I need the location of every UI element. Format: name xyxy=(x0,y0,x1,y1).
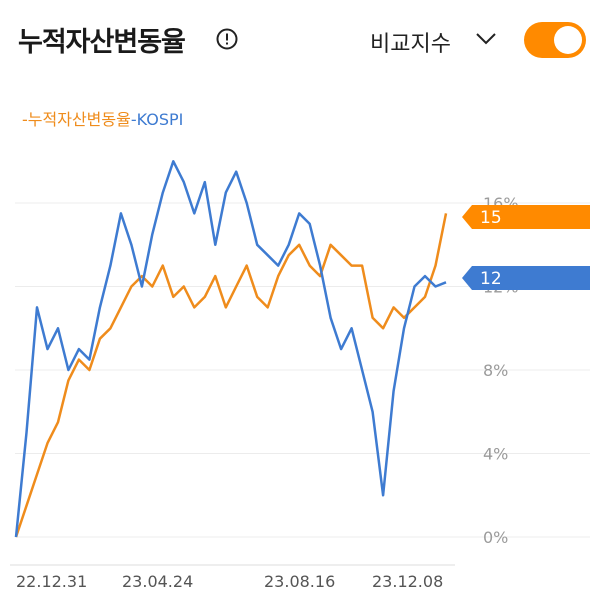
legend-kospi: -KOSPI xyxy=(130,110,184,129)
y-tick-label: 8% xyxy=(483,361,508,380)
legend-asset-label: 누적자산변동율 xyxy=(27,110,131,129)
compare-toggle[interactable] xyxy=(524,22,586,58)
asset-end-label: 15 xyxy=(480,208,502,228)
x-tick-label: 23.08.16 xyxy=(264,572,335,591)
x-tick-label: 22.12.31 xyxy=(16,572,87,591)
chart-header: 누적자산변동율 비교지수 xyxy=(0,0,604,80)
x-tick-label: 23.04.24 xyxy=(122,572,193,591)
kospi-end-label: 12 xyxy=(480,269,502,289)
series-line-asset xyxy=(14,213,448,538)
legend-kospi-label: KOSPI xyxy=(136,110,184,129)
info-circle-icon[interactable] xyxy=(216,28,238,50)
toggle-knob xyxy=(554,26,582,54)
compare-index-dropdown[interactable]: 비교지수 xyxy=(370,32,451,57)
y-tick-label: 0% xyxy=(483,528,508,547)
chart-legend: -누적자산변동율-KOSPI xyxy=(22,106,183,130)
chevron-down-icon[interactable] xyxy=(475,31,497,47)
y-tick-label: 4% xyxy=(483,445,508,464)
x-tick-label: 23.12.08 xyxy=(372,572,443,591)
series-line-kospi xyxy=(14,160,447,538)
kospi-end-badge xyxy=(462,266,590,290)
legend-asset: -누적자산변동율 xyxy=(22,110,131,129)
page-title: 누적자산변동율 xyxy=(18,27,186,58)
asset-end-badge xyxy=(462,205,590,229)
